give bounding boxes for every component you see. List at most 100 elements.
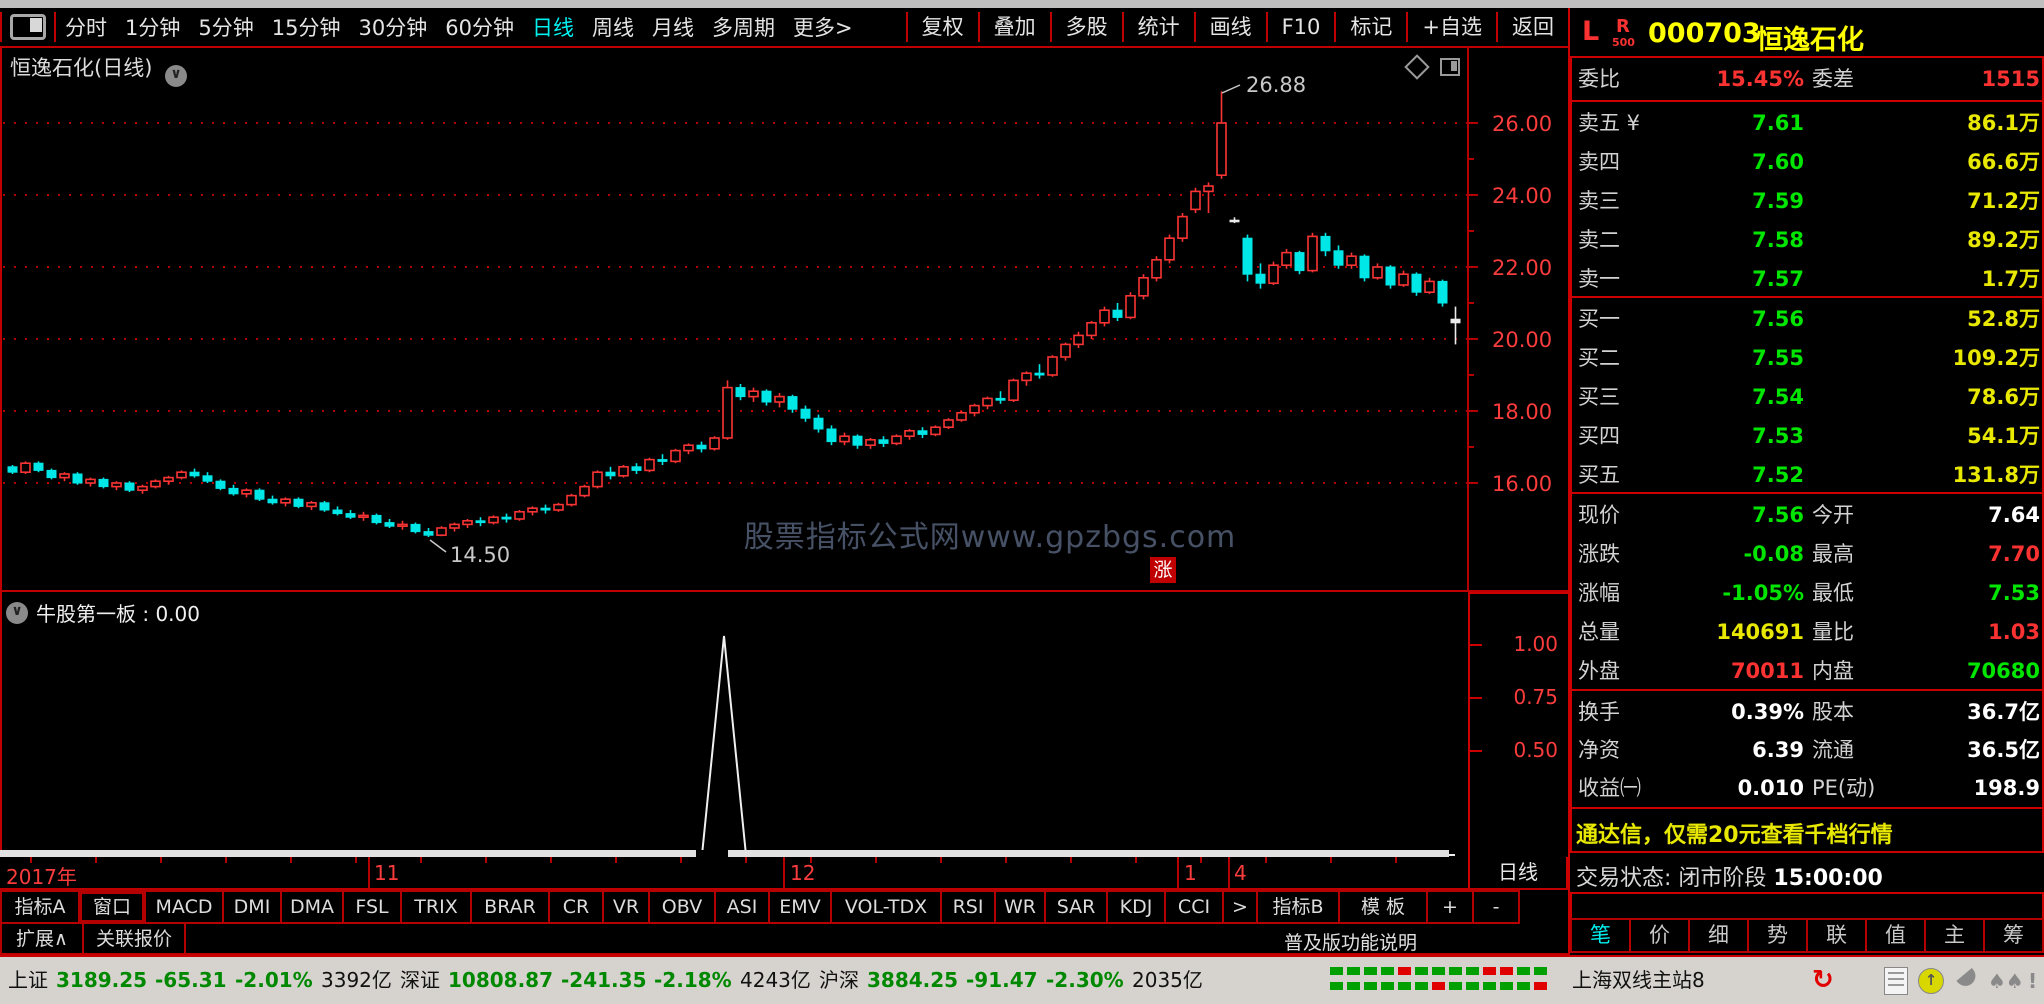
candle: [527, 507, 538, 513]
candle: [1411, 273, 1422, 293]
candle: [553, 503, 564, 511]
satellite-icon[interactable]: [1956, 967, 1980, 991]
candle: [59, 473, 70, 479]
alert-icon[interactable]: !: [2028, 969, 2038, 993]
toolbar-item-1分钟[interactable]: 1分钟: [125, 16, 181, 40]
candle: [254, 489, 265, 500]
axis-date-label: 2017年: [6, 865, 77, 889]
toolbar-item-更多>[interactable]: 更多>: [792, 16, 853, 40]
toolbar-item-标记[interactable]: 标记: [1334, 12, 1406, 42]
toolbar-item-+自选[interactable]: +自选: [1406, 12, 1496, 42]
indicator-tab--[interactable]: -: [1472, 890, 1520, 924]
quote-tab-筹[interactable]: 筹: [1983, 918, 2044, 953]
indicator-tab-OBV[interactable]: OBV: [648, 890, 716, 924]
maximize-window-icon[interactable]: [1440, 58, 1460, 76]
axis-tick: [875, 857, 877, 863]
chart-scrollbar[interactable]: [0, 850, 1449, 857]
indicator-tab-窗口[interactable]: 窗口: [78, 890, 146, 924]
candle: [618, 465, 629, 477]
indicator-tab-BRAR[interactable]: BRAR: [470, 890, 550, 924]
indicator-chart[interactable]: [0, 592, 1568, 857]
row-label: PE(动): [1812, 776, 1876, 800]
quote-tab-势[interactable]: 势: [1747, 918, 1808, 953]
scrollbar-thumb[interactable]: [696, 850, 728, 857]
toolbar-item-复权[interactable]: 复权: [905, 12, 978, 42]
candle: [1424, 280, 1435, 293]
toolbar-item-月线[interactable]: 月线: [651, 16, 694, 40]
indicator-tab-RSI[interactable]: RSI: [940, 890, 996, 924]
candle: [878, 439, 889, 444]
quote-tab-主[interactable]: 主: [1924, 918, 1985, 953]
sell-price: 7.61: [1752, 111, 1804, 135]
indicator-tab-CCI[interactable]: CCI: [1164, 890, 1224, 924]
quote-tab-笔[interactable]: 笔: [1570, 918, 1631, 953]
indicator-tab-指标A[interactable]: 指标A: [0, 890, 80, 924]
indicator-tab-EMV[interactable]: EMV: [768, 890, 832, 924]
toolbar-item-F10[interactable]: F10: [1265, 12, 1335, 42]
indicator-label: 牛股第一板 : 0.00: [36, 602, 200, 626]
indicator-tab-VR[interactable]: VR: [602, 890, 650, 924]
toolbar-item-统计[interactable]: 统计: [1121, 12, 1194, 42]
document-icon[interactable]: [1884, 967, 1908, 995]
signal-trees-icon[interactable]: ♠♠: [1988, 969, 2024, 993]
candle: [475, 520, 486, 524]
refresh-icon[interactable]: ↻: [1812, 965, 1834, 995]
ad-text[interactable]: 通达信，仅需20元查看千档行情: [1576, 823, 1893, 848]
toolbar-item-30分钟[interactable]: 30分钟: [358, 16, 428, 40]
toolbar-item-返回[interactable]: 返回: [1496, 12, 1568, 42]
chevron-down-icon[interactable]: ∨: [6, 601, 28, 624]
toolbar-item-叠加[interactable]: 叠加: [977, 12, 1050, 42]
bottom-tab-扩展∧[interactable]: 扩展∧: [0, 922, 84, 955]
axis-tick: [615, 857, 617, 863]
sell-price: 7.58: [1752, 228, 1804, 252]
indicator-tab->[interactable]: >: [1222, 890, 1258, 924]
indicator-tab-DMI[interactable]: DMI: [222, 890, 282, 924]
edition-note[interactable]: 普及版功能说明: [1284, 932, 1418, 954]
toolbar-item-多周期[interactable]: 多周期: [711, 16, 775, 40]
quote-tab-联[interactable]: 联: [1806, 918, 1867, 953]
indicator-tab-WR[interactable]: WR: [994, 890, 1046, 924]
row-label: 换手: [1578, 700, 1620, 724]
indicator-tab-FSL[interactable]: FSL: [342, 890, 402, 924]
main-candlestick-chart[interactable]: 26.00 24.00 22.00 20.00 18.00 16.00 26.88 14.50: [0, 46, 1568, 590]
indicator-tab-DMA[interactable]: DMA: [280, 890, 344, 924]
candle: [410, 523, 421, 533]
index-value: 3189.25: [56, 968, 148, 992]
fundamental-box: 换手 0.39% 股本 36.7亿 净资 6.39 流通 36.5亿 收益㈠ 0.010 PE(动)…: [1570, 689, 2044, 809]
candle: [956, 411, 967, 421]
row-label: 收益㈠: [1578, 776, 1641, 800]
quote-tab-值[interactable]: 值: [1865, 918, 1926, 953]
indicator-tab-模 板[interactable]: 模 板: [1338, 890, 1428, 924]
top-toolbar: 分时 1分钟 5分钟 15分钟 30分钟 60分钟 日线 周线 月线 多周期 更多> 复权 叠加 多股统…: [0, 8, 1568, 46]
toolbar-item-5分钟[interactable]: 5分钟: [198, 16, 254, 40]
toolbar-item-60分钟[interactable]: 60分钟: [445, 16, 514, 40]
indicator-tab-ASI[interactable]: ASI: [714, 890, 770, 924]
indicator-tab-TRIX[interactable]: TRIX: [400, 890, 472, 924]
fund-icon[interactable]: ↑: [1918, 968, 1944, 994]
indicator-scale-box[interactable]: 1.00 0.75 0.50: [1468, 592, 1570, 859]
indicator-tab-VOL-TDX[interactable]: VOL-TDX: [830, 890, 942, 924]
toolbar-item-日线[interactable]: 日线: [531, 16, 574, 40]
toolbar-item-画线[interactable]: 画线: [1193, 12, 1266, 42]
quote-tab-细[interactable]: 细: [1688, 918, 1749, 953]
bottom-tab-关联报价[interactable]: 关联报价: [82, 922, 186, 955]
toolbar-item-多股[interactable]: 多股: [1049, 12, 1122, 42]
toolbar-item-分时[interactable]: 分时: [65, 16, 107, 40]
indicator-tab-CR[interactable]: CR: [548, 890, 604, 924]
sell-price: 7.57: [1752, 267, 1804, 291]
chevron-down-icon[interactable]: ∨: [165, 65, 188, 87]
server-name[interactable]: 上海双线主站8: [1572, 968, 1705, 992]
candle: [332, 509, 343, 515]
toolbar-item-15分钟[interactable]: 15分钟: [271, 16, 341, 40]
indicator-tab-SAR[interactable]: SAR: [1044, 890, 1108, 924]
axis-date-label: 1: [1184, 861, 1197, 885]
layout-window-icon[interactable]: [10, 14, 46, 40]
indicator-tab-KDJ[interactable]: KDJ: [1106, 890, 1166, 924]
indicator-tab-指标B[interactable]: 指标B: [1256, 890, 1340, 924]
toolbar-item-周线[interactable]: 周线: [591, 16, 634, 40]
quote-tab-价[interactable]: 价: [1629, 918, 1690, 953]
buy-row: 买四 7.53 54.1万: [1572, 417, 2042, 456]
indicator-tab-MACD[interactable]: MACD: [144, 890, 224, 924]
indicator-tab-+[interactable]: +: [1426, 890, 1474, 924]
index-percent: -2.30%: [1046, 968, 1124, 992]
